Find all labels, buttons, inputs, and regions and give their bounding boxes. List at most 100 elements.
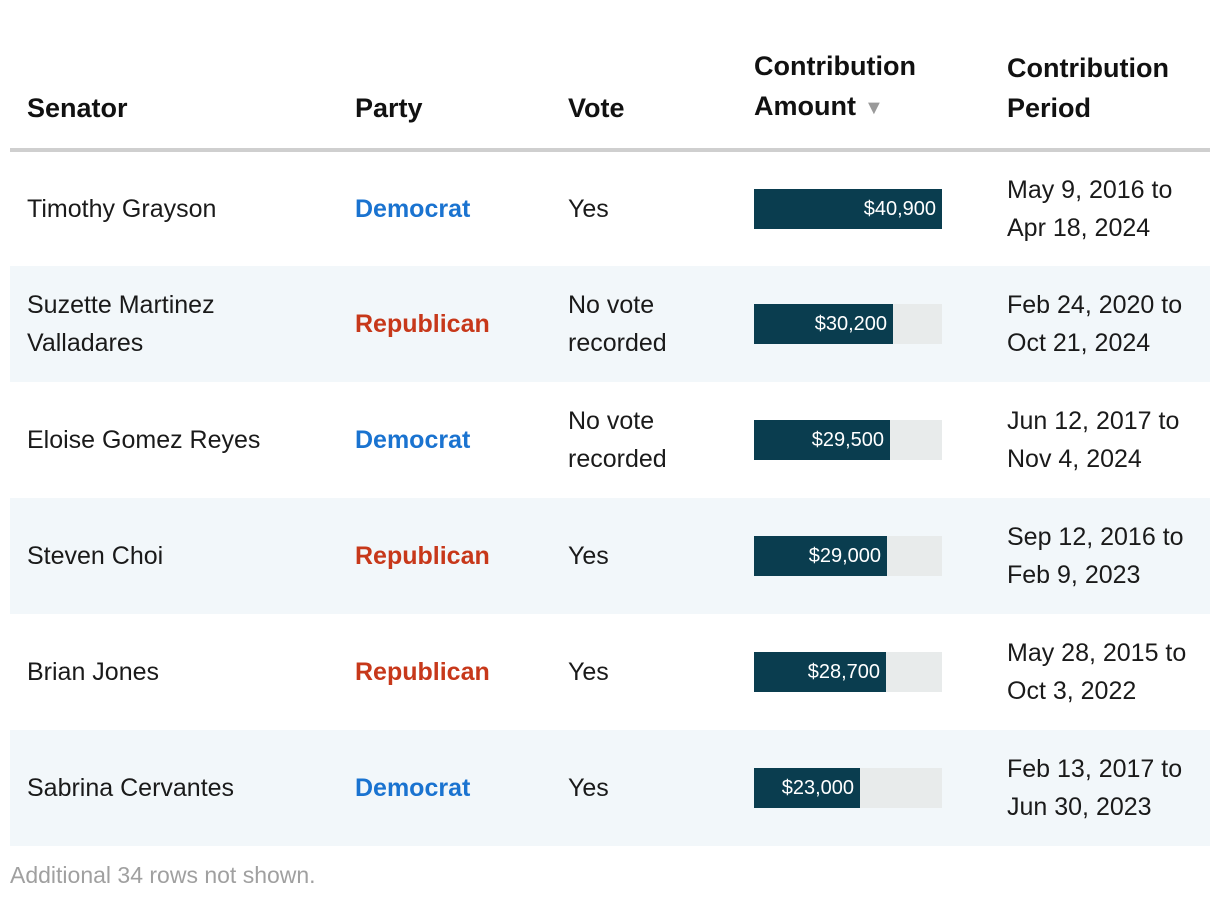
header-period-label-line1: Contribution (1007, 52, 1169, 83)
senator-name-line1: Steven Choi (27, 541, 164, 570)
period-line1: May 28, 2015 to (1007, 638, 1187, 667)
amount-bar-track: $23,000 (754, 767, 942, 808)
period-cell: Feb 13, 2017 to Jun 30, 2023 (990, 730, 1210, 846)
vote-line1: No vote (568, 406, 655, 435)
header-senator-label: Senator (27, 92, 128, 123)
vote-line2: recorded (568, 444, 667, 473)
period-cell: Feb 24, 2020 to Oct 21, 2024 (990, 266, 1210, 382)
period-line1: May 9, 2016 to (1007, 175, 1173, 204)
amount-cell: $40,900 (737, 150, 990, 266)
amount-cell: $29,500 (737, 382, 990, 498)
amount-bar-fill: $23,000 (754, 767, 860, 808)
footnote-rows-not-shown: Additional 34 rows not shown. (10, 862, 316, 888)
header-contribution-amount[interactable]: Contribution Amount ▼ (737, 0, 990, 152)
period-cell: May 28, 2015 to Oct 3, 2022 (990, 614, 1210, 730)
period-line1: Sep 12, 2016 to (1007, 522, 1184, 551)
senator-name-line1: Suzette Martinez (27, 290, 215, 319)
period-line2: Nov 4, 2024 (1007, 444, 1142, 473)
header-party-label: Party (355, 92, 423, 123)
vote-cell: Yes (551, 498, 737, 614)
amount-value-label: $29,000 (808, 544, 881, 567)
vote-line1: No vote (568, 290, 655, 319)
table-row: Sabrina Cervantes Democrat Yes $23,000 F… (10, 729, 1210, 846)
senator-cell: Brian Jones (10, 614, 338, 730)
amount-bar-fill: $28,700 (754, 651, 886, 692)
header-amount-label-line2: Amount (754, 91, 856, 121)
contributions-table: Senator Party Vote Contribution Amount ▼ … (10, 0, 1210, 846)
vote-line1: Yes (568, 541, 609, 570)
senator-cell: Steven Choi (10, 498, 338, 614)
period-cell: Jun 12, 2017 to Nov 4, 2024 (990, 382, 1210, 498)
amount-bar-track: $40,900 (754, 188, 942, 229)
header-period-label-line2: Period (1007, 92, 1092, 123)
party-label: Democrat (355, 773, 471, 802)
period-line2: Feb 9, 2023 (1007, 560, 1141, 589)
vote-line1: Yes (568, 773, 609, 802)
vote-line1: Yes (568, 194, 609, 223)
senator-name-line1: Brian Jones (27, 657, 160, 686)
senator-cell: Eloise Gomez Reyes (10, 382, 338, 498)
amount-bar-track: $28,700 (754, 651, 942, 692)
sort-descending-icon: ▼ (863, 96, 884, 119)
table-header: Senator Party Vote Contribution Amount ▼ … (10, 0, 1210, 152)
party-label: Republican (355, 309, 490, 338)
vote-cell: Yes (551, 730, 737, 846)
party-label: Democrat (355, 425, 471, 454)
vote-line2: recorded (568, 328, 667, 357)
amount-value-label: $23,000 (781, 776, 854, 799)
vote-line1: Yes (568, 657, 609, 686)
amount-cell: $28,700 (737, 614, 990, 730)
senator-name-line1: Sabrina Cervantes (27, 773, 235, 802)
senator-name-line1: Eloise Gomez Reyes (27, 425, 261, 454)
party-label: Republican (355, 541, 490, 570)
period-line2: Oct 21, 2024 (1007, 328, 1151, 357)
period-line1: Feb 24, 2020 to (1007, 290, 1183, 319)
amount-value-label: $29,500 (811, 428, 884, 451)
party-cell: Democrat (338, 150, 551, 266)
vote-cell: No vote recorded (551, 382, 737, 498)
period-line1: Feb 13, 2017 to (1007, 754, 1183, 783)
table-row: Eloise Gomez Reyes Democrat No vote reco… (10, 382, 1210, 498)
senator-cell: Sabrina Cervantes (10, 730, 338, 846)
senator-cell: Suzette Martinez Valladares (10, 266, 338, 382)
header-amount-label-line1: Contribution (754, 51, 916, 81)
party-cell: Democrat (338, 382, 551, 498)
header-vote[interactable]: Vote (551, 0, 737, 152)
party-label: Democrat (355, 194, 471, 223)
amount-bar-track: $30,200 (754, 303, 942, 344)
amount-value-label: $30,200 (814, 312, 887, 335)
party-label: Republican (355, 657, 490, 686)
period-line2: Oct 3, 2022 (1007, 676, 1137, 705)
senator-name-line2: Valladares (27, 328, 144, 357)
period-cell: May 9, 2016 to Apr 18, 2024 (990, 150, 1210, 266)
table-row: Steven Choi Republican Yes $29,000 Sep 1… (10, 497, 1210, 614)
vote-cell: Yes (551, 614, 737, 730)
table-row: Brian Jones Republican Yes $28,700 May 2… (10, 614, 1210, 730)
party-cell: Republican (338, 266, 551, 382)
period-line1: Jun 12, 2017 to (1007, 406, 1180, 435)
header-contribution-period[interactable]: Contribution Period (990, 0, 1210, 152)
header-senator[interactable]: Senator (10, 0, 338, 152)
senator-cell: Timothy Grayson (10, 150, 338, 266)
amount-cell: $29,000 (737, 498, 990, 614)
amount-value-label: $28,700 (807, 660, 880, 683)
header-row: Senator Party Vote Contribution Amount ▼ … (10, 0, 1210, 152)
period-cell: Sep 12, 2016 to Feb 9, 2023 (990, 498, 1210, 614)
header-party[interactable]: Party (338, 0, 551, 152)
table-row: Suzette Martinez Valladares Republican N… (10, 265, 1210, 382)
amount-bar-fill: $30,200 (754, 303, 893, 344)
vote-cell: No vote recorded (551, 266, 737, 382)
party-cell: Republican (338, 498, 551, 614)
header-vote-label: Vote (568, 92, 625, 123)
amount-bar-fill: $29,500 (754, 419, 890, 460)
amount-bar-fill: $29,000 (754, 535, 887, 576)
amount-bar-track: $29,000 (754, 535, 942, 576)
senator-name-line1: Timothy Grayson (27, 194, 217, 223)
amount-cell: $23,000 (737, 730, 990, 846)
amount-bar-track: $29,500 (754, 419, 942, 460)
party-cell: Republican (338, 614, 551, 730)
period-line2: Jun 30, 2023 (1007, 792, 1152, 821)
contributions-table-container: Senator Party Vote Contribution Amount ▼ … (10, 0, 1210, 846)
table-row: Timothy Grayson Democrat Yes $40,900 May… (10, 150, 1210, 266)
party-cell: Democrat (338, 730, 551, 846)
